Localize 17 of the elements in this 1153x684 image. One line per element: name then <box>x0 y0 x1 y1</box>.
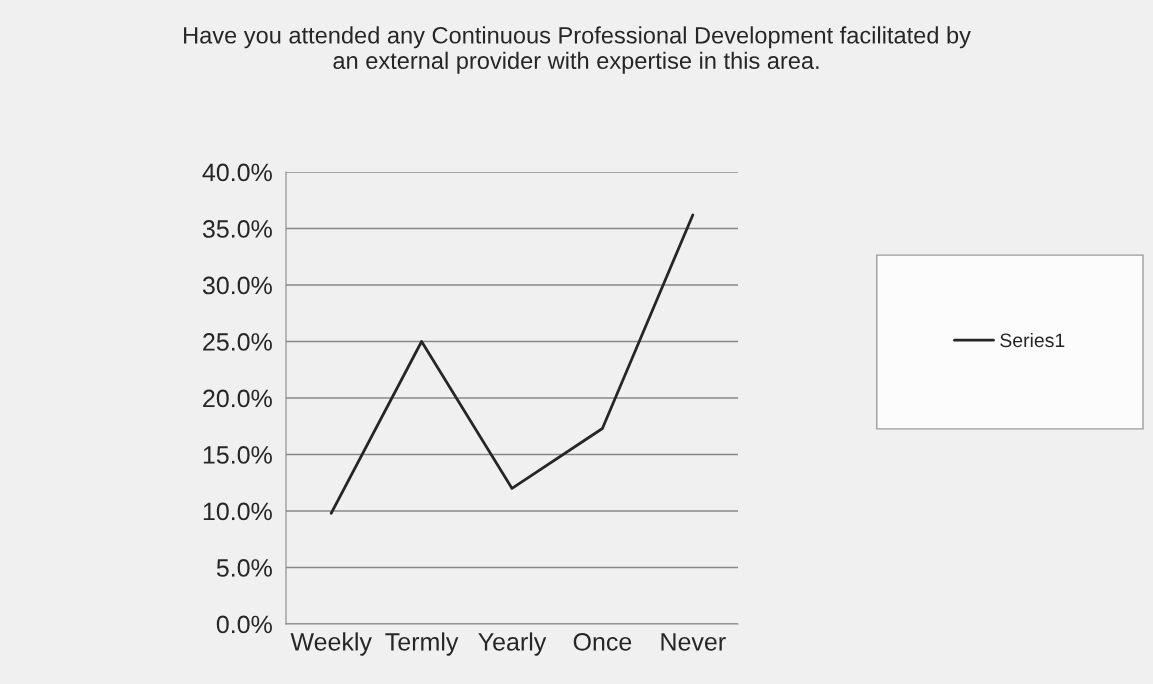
x-tick-label: Once <box>573 632 632 651</box>
y-tick-label: 0.0% <box>216 615 272 634</box>
x-tick-label: Yearly <box>478 632 547 656</box>
x-tick-label: Never <box>661 633 726 651</box>
y-tick-label: 5.0% <box>216 559 272 577</box>
y-tick-label: 10.0% <box>203 502 272 521</box>
x-tick-label: Weekly <box>290 632 372 656</box>
y-tick-label: 20.0% <box>203 389 272 408</box>
y-tick-label: 40.0% <box>202 163 272 182</box>
y-tick-label: 25.0% <box>203 333 272 351</box>
y-tick-label: 35.0% <box>202 220 272 238</box>
y-tick-label: 30.0% <box>202 276 272 295</box>
chart-title: Have you attended any Continuous Professional Development facilitated by an external provider with expertise in this area. <box>184 26 971 74</box>
line-series <box>329 213 695 515</box>
y-tick-label: 15.0% <box>203 446 272 464</box>
x-tick-label: Termly <box>385 632 459 656</box>
legend-label: Series1 <box>1000 332 1065 348</box>
